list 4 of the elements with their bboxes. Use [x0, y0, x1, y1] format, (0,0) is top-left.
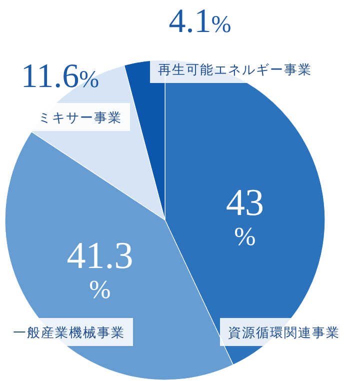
slice-label: 資源循環関連事業 [228, 326, 340, 341]
slice-label: 再生可能エネルギー事業 [158, 63, 312, 78]
slice-label: 一般産業機械事業 [13, 325, 125, 341]
slice-label: ミキサー事業 [38, 111, 122, 126]
